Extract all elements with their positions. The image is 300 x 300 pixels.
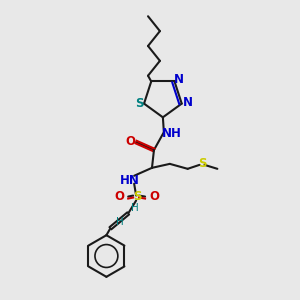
Text: S: S xyxy=(135,97,143,110)
Text: NH: NH xyxy=(162,127,182,140)
Text: S: S xyxy=(198,158,207,170)
Text: O: O xyxy=(149,190,159,203)
Text: H: H xyxy=(116,217,124,227)
Text: HN: HN xyxy=(120,174,140,187)
Text: O: O xyxy=(114,190,124,203)
Text: N: N xyxy=(183,96,193,109)
Text: S: S xyxy=(133,190,141,203)
Text: N: N xyxy=(173,73,184,86)
Text: O: O xyxy=(125,135,135,148)
Text: H: H xyxy=(131,203,139,214)
